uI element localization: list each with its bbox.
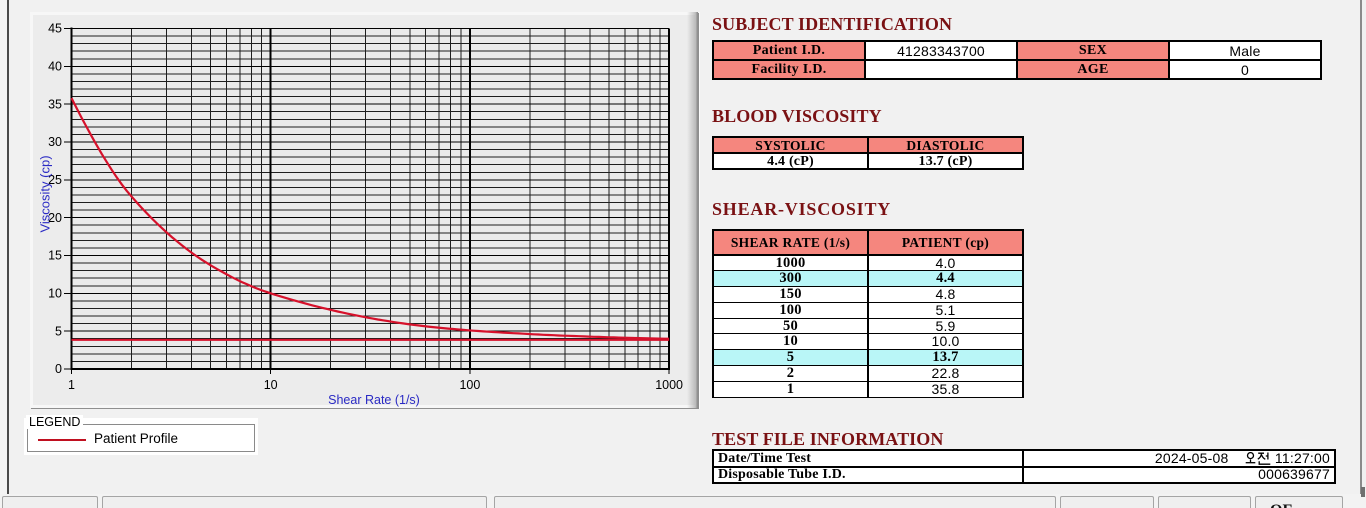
svg-text:0: 0 xyxy=(55,362,62,376)
svg-text:15: 15 xyxy=(48,249,62,263)
svg-text:35: 35 xyxy=(48,97,62,111)
svg-text:30: 30 xyxy=(48,135,62,149)
svg-text:10: 10 xyxy=(264,378,278,392)
svg-text:10: 10 xyxy=(48,287,62,301)
svg-text:100: 100 xyxy=(459,378,480,392)
svg-text:20: 20 xyxy=(48,211,62,225)
svg-text:1: 1 xyxy=(68,378,75,392)
svg-text:5: 5 xyxy=(55,324,62,338)
svg-text:Viscosity (cp): Viscosity (cp) xyxy=(38,155,53,232)
svg-text:Shear Rate (1/s): Shear Rate (1/s) xyxy=(328,393,420,407)
svg-text:40: 40 xyxy=(48,60,62,74)
svg-text:45: 45 xyxy=(48,22,62,36)
svg-text:25: 25 xyxy=(48,173,62,187)
svg-text:1000: 1000 xyxy=(655,378,683,392)
